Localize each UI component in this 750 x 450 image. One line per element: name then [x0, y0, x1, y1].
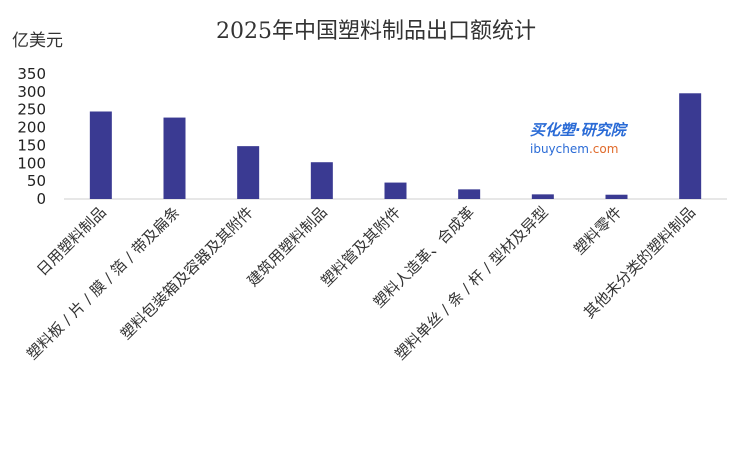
bar — [89, 111, 112, 199]
x-tick-label: 塑料零件 — [570, 203, 625, 258]
y-tick-label: 50 — [27, 172, 46, 190]
bar — [531, 194, 554, 199]
y-axis-unit-label: 亿美元 — [12, 31, 63, 51]
watermark-site-main: ibuychem — [530, 142, 589, 156]
bar — [237, 146, 260, 199]
watermark: 买化塑·研究院 ibuychem.com — [530, 121, 629, 156]
bars — [89, 93, 702, 199]
y-tick-label: 250 — [17, 101, 46, 119]
x-tick-label: 塑料单丝 / 条 / 杆 / 型材及异型 — [391, 203, 551, 363]
bar — [163, 117, 186, 199]
bar — [605, 194, 628, 199]
bar — [310, 162, 333, 199]
bar — [458, 189, 481, 199]
bar — [679, 93, 702, 199]
y-tick-label: 350 — [17, 65, 46, 83]
x-tick-label: 塑料包装箱及容器及其附件 — [117, 203, 257, 343]
chart-title: 2025年中国塑料制品出口额统计 — [216, 19, 536, 44]
x-tick-label: 塑料板 / 片 / 膜 / 箔 / 带及扁条 — [23, 203, 183, 363]
y-tick-label: 100 — [17, 154, 46, 172]
x-tick-label: 日用塑料制品 — [33, 203, 109, 279]
watermark-site-suffix: .com — [589, 142, 618, 156]
y-tick-label: 150 — [17, 136, 46, 154]
watermark-site: ibuychem.com — [530, 142, 618, 156]
watermark-brand: 买化塑·研究院 — [530, 121, 629, 139]
bar — [384, 182, 407, 199]
y-tick-label: 0 — [36, 190, 46, 208]
y-tick-label: 200 — [17, 119, 46, 137]
y-tick-label: 300 — [17, 83, 46, 101]
